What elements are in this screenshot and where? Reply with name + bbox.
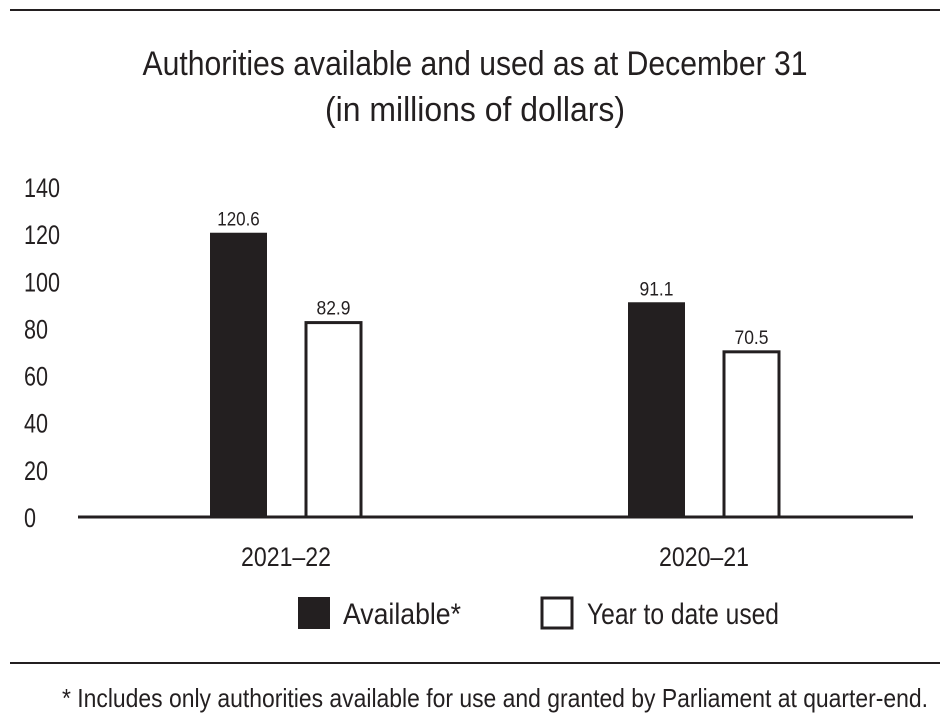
legend-swatch-available	[298, 597, 330, 629]
chart-subtitle: (in millions of dollars)	[325, 91, 625, 129]
x-category-label: 2020–21	[659, 542, 749, 572]
y-tick-label: 40	[24, 409, 48, 439]
chart-title: Authorities available and used as at Dec…	[143, 45, 808, 83]
y-tick-label: 20	[24, 456, 48, 486]
legend-label-available: Available*	[343, 598, 461, 631]
bar	[722, 350, 781, 519]
legend: Available* Year to date used	[298, 596, 779, 631]
y-tick-label: 0	[24, 503, 36, 533]
legend-swatch-used	[540, 596, 574, 630]
y-tick-label: 140	[24, 173, 60, 203]
bar	[628, 302, 685, 517]
data-label: 70.5	[735, 328, 769, 349]
bar	[304, 321, 363, 519]
y-tick-label: 100	[24, 267, 60, 297]
y-tick-label: 120	[24, 220, 60, 250]
x-category-label: 2021–22	[241, 542, 331, 572]
legend-label-used: Year to date used	[587, 598, 779, 631]
footnote: * Includes only authorities available fo…	[62, 683, 928, 713]
bar	[210, 232, 267, 517]
data-label: 82.9	[317, 299, 351, 320]
y-tick-label: 80	[24, 314, 48, 344]
data-label: 120.6	[217, 210, 260, 231]
y-tick-label: 60	[24, 362, 48, 392]
data-label: 91.1	[640, 279, 674, 300]
